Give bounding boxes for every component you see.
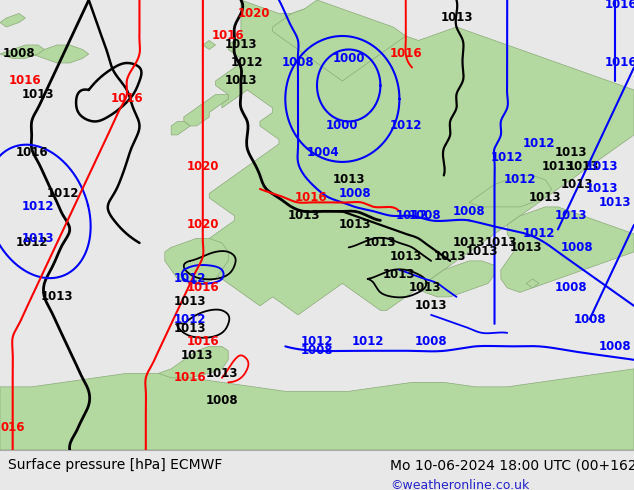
Text: 1013: 1013: [484, 236, 517, 249]
Polygon shape: [171, 122, 190, 135]
Text: 1000: 1000: [332, 52, 365, 65]
Text: 1013: 1013: [389, 250, 422, 263]
Text: 1013: 1013: [415, 299, 448, 313]
Text: 1013: 1013: [554, 147, 587, 159]
Text: 1016: 1016: [9, 74, 42, 88]
Text: 1016: 1016: [110, 93, 143, 105]
Text: 1016: 1016: [605, 0, 634, 11]
Text: 1013: 1013: [510, 241, 543, 254]
Text: 1012: 1012: [231, 56, 264, 70]
Text: 1013: 1013: [598, 196, 631, 209]
Text: 1016: 1016: [186, 335, 219, 348]
Polygon shape: [418, 261, 495, 297]
Text: 1013: 1013: [332, 173, 365, 186]
Text: 1008: 1008: [3, 48, 36, 60]
Text: 1013: 1013: [180, 349, 213, 362]
Polygon shape: [526, 279, 539, 288]
Text: 1016: 1016: [212, 29, 245, 43]
Polygon shape: [32, 45, 89, 63]
Text: 1008: 1008: [554, 281, 587, 294]
Text: 1013: 1013: [554, 209, 587, 222]
Text: Surface pressure [hPa] ECMWF: Surface pressure [hPa] ECMWF: [8, 458, 222, 472]
Text: 016: 016: [1, 421, 25, 434]
Text: 1016: 1016: [174, 371, 207, 384]
Polygon shape: [469, 175, 552, 207]
Text: 1016: 1016: [186, 281, 219, 294]
Text: 1013: 1013: [586, 182, 619, 196]
Text: 1013: 1013: [453, 236, 486, 249]
Text: 1008: 1008: [205, 394, 238, 407]
Polygon shape: [501, 207, 634, 293]
Text: 1013: 1013: [174, 322, 207, 335]
Text: 1013: 1013: [408, 281, 441, 294]
Text: 1008: 1008: [339, 187, 372, 200]
Text: 1013: 1013: [586, 160, 619, 173]
Text: 1012: 1012: [396, 209, 429, 222]
Text: 1000: 1000: [326, 120, 359, 132]
Text: 1012: 1012: [15, 236, 48, 249]
Text: 1008: 1008: [301, 344, 333, 357]
Polygon shape: [190, 0, 634, 315]
Text: 1013: 1013: [560, 178, 593, 191]
Text: 1013: 1013: [465, 245, 498, 258]
Text: 1013: 1013: [288, 209, 321, 222]
Polygon shape: [184, 95, 228, 126]
Text: 1012: 1012: [389, 120, 422, 132]
Text: 1013: 1013: [383, 268, 416, 281]
Polygon shape: [165, 239, 228, 283]
Text: 1012: 1012: [491, 151, 524, 164]
Text: 1008: 1008: [415, 335, 448, 348]
Text: 1013: 1013: [434, 250, 467, 263]
Text: 1012: 1012: [522, 227, 555, 241]
Text: 1013: 1013: [541, 160, 574, 173]
Text: 1013: 1013: [567, 160, 600, 173]
Text: 1013: 1013: [205, 367, 238, 380]
Text: 1013: 1013: [22, 232, 55, 245]
Text: 1012: 1012: [351, 335, 384, 348]
Text: 1013: 1013: [41, 291, 74, 303]
Text: 1004: 1004: [307, 147, 340, 159]
Text: 1013: 1013: [529, 192, 562, 204]
Text: 1012: 1012: [522, 137, 555, 150]
Text: 1020: 1020: [186, 219, 219, 231]
Text: 1012: 1012: [301, 335, 333, 348]
Text: 1008: 1008: [453, 205, 486, 218]
Text: 1013: 1013: [174, 295, 207, 308]
Polygon shape: [203, 41, 216, 49]
Text: 1013: 1013: [440, 11, 473, 24]
Text: 1012: 1012: [174, 313, 207, 326]
Text: 1016: 1016: [389, 48, 422, 60]
Polygon shape: [158, 346, 228, 378]
Polygon shape: [273, 0, 406, 81]
Text: 1016: 1016: [605, 56, 634, 70]
Text: 1016: 1016: [15, 147, 48, 159]
Text: 1008: 1008: [573, 313, 606, 326]
Text: 1012: 1012: [503, 173, 536, 186]
Text: 1013: 1013: [224, 39, 257, 51]
Text: 1020: 1020: [237, 7, 270, 20]
Polygon shape: [0, 369, 634, 450]
Text: 1013: 1013: [22, 88, 55, 101]
Text: 1012: 1012: [47, 187, 80, 200]
Text: 1008: 1008: [560, 241, 593, 254]
Polygon shape: [0, 14, 25, 27]
Text: Mo 10-06-2024 18:00 UTC (00+162): Mo 10-06-2024 18:00 UTC (00+162): [390, 458, 634, 472]
Text: 1008: 1008: [281, 56, 314, 70]
Text: 1013: 1013: [224, 74, 257, 88]
Text: 1012: 1012: [22, 200, 55, 214]
Text: 1013: 1013: [339, 219, 372, 231]
Text: ©weatheronline.co.uk: ©weatheronline.co.uk: [390, 480, 529, 490]
Text: 1008: 1008: [598, 340, 631, 353]
Text: 1016: 1016: [294, 192, 327, 204]
Text: 1008: 1008: [408, 209, 441, 222]
Polygon shape: [0, 45, 44, 58]
Text: 1020: 1020: [186, 160, 219, 173]
Text: 1013: 1013: [364, 236, 397, 249]
Text: 1012: 1012: [174, 272, 207, 285]
